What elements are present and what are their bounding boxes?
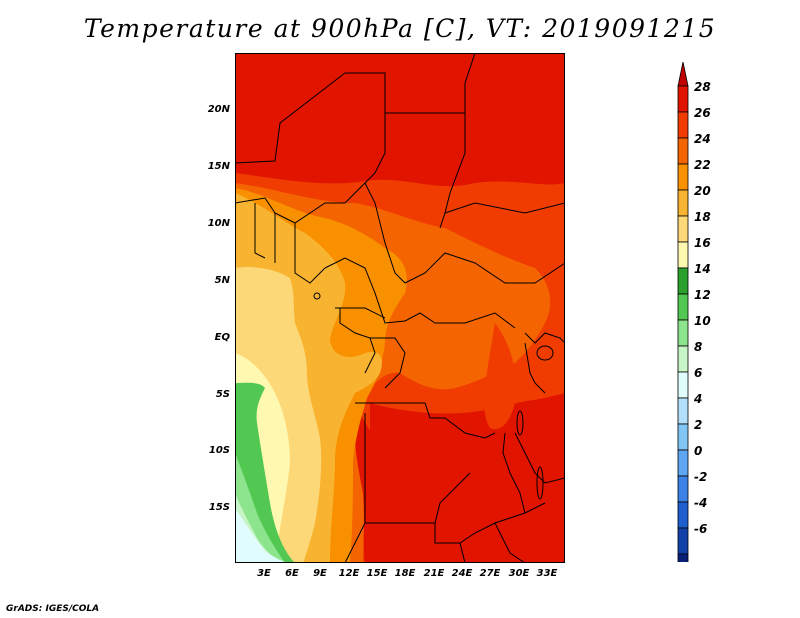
colorbar-swatch — [677, 553, 689, 562]
colorbar-swatch — [677, 293, 689, 321]
lon-label: 27E — [479, 568, 501, 579]
colorbar-swatch — [677, 319, 689, 347]
colorbar-swatch — [677, 85, 689, 113]
lat-label: 15S — [208, 502, 230, 513]
colorbar-swatch — [677, 163, 689, 191]
colorbar-label: 24 — [694, 132, 711, 146]
lat-label: 5S — [215, 389, 230, 400]
colorbar-label: 20 — [694, 184, 711, 198]
credit-text: GrADS: IGES/COLA — [6, 604, 100, 614]
colorbar-label: 22 — [694, 158, 711, 172]
colorbar-swatch — [677, 189, 689, 217]
colorbar-swatch — [677, 241, 689, 269]
lon-label: 21E — [423, 568, 445, 579]
lat-label: 5N — [214, 275, 230, 286]
colorbar-swatch — [677, 475, 689, 503]
colorbar-label: 16 — [694, 236, 711, 250]
lon-label: 3E — [257, 568, 271, 579]
colorbar-swatch — [677, 423, 689, 451]
colorbar-swatch — [677, 449, 689, 477]
lon-label: 18E — [394, 568, 416, 579]
colorbar-label: 0 — [694, 444, 703, 458]
lat-label: EQ — [214, 332, 230, 343]
colorbar-swatch — [677, 215, 689, 243]
colorbar-label: 2 — [694, 418, 703, 432]
colorbar-label: 28 — [694, 80, 711, 94]
map-frame — [235, 53, 565, 563]
colorbar-label: 4 — [694, 392, 703, 406]
colorbar-swatch — [677, 137, 689, 165]
lat-label: 10N — [207, 218, 230, 229]
colorbar-label: -6 — [694, 522, 708, 536]
zone-26-rift — [484, 323, 517, 430]
lon-label: 24E — [451, 568, 473, 579]
colorbar-label: 12 — [694, 288, 711, 302]
colorbar-top-arrow — [677, 62, 689, 87]
colorbar — [677, 62, 689, 562]
colorbar-swatch — [677, 111, 689, 139]
colorbar-label: -2 — [694, 470, 708, 484]
temperature-map — [235, 53, 565, 563]
lat-label: 15N — [207, 161, 230, 172]
colorbar-label: 26 — [694, 106, 711, 120]
zone-8 — [235, 508, 290, 563]
lon-label: 6E — [285, 568, 299, 579]
lon-label: 12E — [338, 568, 360, 579]
lat-label: 20N — [207, 104, 230, 115]
colorbar-label: 10 — [694, 314, 711, 328]
lon-label: 30E — [508, 568, 530, 579]
colorbar-label: 6 — [694, 366, 703, 380]
map-title: Temperature at 900hPa [C], VT: 201909121… — [83, 14, 717, 43]
colorbar-swatch — [677, 501, 689, 529]
lat-label: 10S — [208, 445, 230, 456]
colorbar-label: -4 — [694, 496, 708, 510]
colorbar-label: 14 — [694, 262, 711, 276]
colorbar-swatch — [677, 527, 689, 555]
colorbar-swatch — [677, 397, 689, 425]
colorbar-swatch — [677, 267, 689, 295]
colorbar-swatch — [677, 371, 689, 399]
colorbar-label: 18 — [694, 210, 711, 224]
lon-label: 33E — [536, 568, 558, 579]
colorbar-label: 8 — [694, 340, 703, 354]
lakes — [313, 292, 554, 500]
lon-label: 15E — [366, 568, 388, 579]
colorbar-swatch — [677, 345, 689, 373]
country-borders — [235, 53, 565, 563]
lon-label: 9E — [313, 568, 327, 579]
